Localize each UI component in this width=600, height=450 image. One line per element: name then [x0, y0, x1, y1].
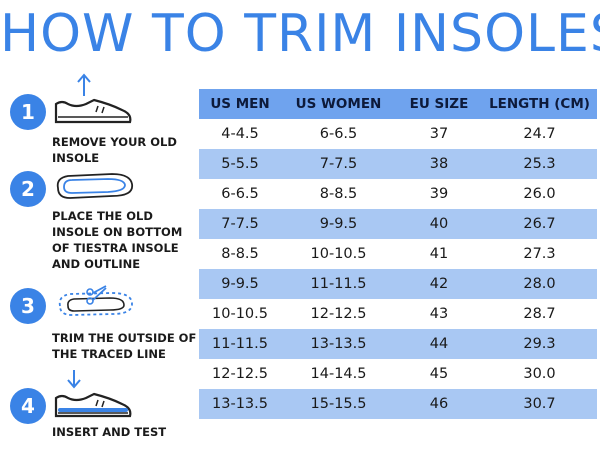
cell-length: 25.3: [482, 149, 597, 179]
table-row: 13-13.5 15-15.5 46 30.7: [199, 389, 597, 419]
header-eu-size: EU SIZE: [396, 89, 482, 119]
table-row: 11-11.5 13-13.5 44 29.3: [199, 329, 597, 359]
step-number: 1: [10, 94, 46, 130]
cell-us-women: 11-11.5: [281, 269, 396, 299]
cell-length: 26.7: [482, 209, 597, 239]
cell-us-men: 11-11.5: [199, 329, 281, 359]
table-row: 8-8.5 10-10.5 41 27.3: [199, 239, 597, 269]
cell-us-men: 10-10.5: [199, 299, 281, 329]
cell-us-men: 8-8.5: [199, 239, 281, 269]
step-3: 3 TRIM THE OUTSIDE OF THE TRACED LINE: [8, 284, 198, 364]
step-text: REMOVE YOUR OLD INSOLE: [52, 135, 177, 165]
shoe-insert-insole-icon: [54, 370, 132, 418]
cell-us-men: 5-5.5: [199, 149, 281, 179]
table-row: 4-4.5 6-6.5 37 24.7: [199, 119, 597, 149]
cell-eu-size: 44: [396, 329, 482, 359]
cell-us-men: 4-4.5: [199, 119, 281, 149]
cell-length: 27.3: [482, 239, 597, 269]
insole-outline-icon: [56, 173, 134, 199]
cell-us-men: 6-6.5: [199, 179, 281, 209]
step-text: PLACE THE OLD INSOLE ON BOTTOM OF TIESTR…: [52, 209, 183, 271]
cell-us-women: 7-7.5: [281, 149, 396, 179]
size-chart-table: US MEN US WOMEN EU SIZE LENGTH (CM) 4-4.…: [199, 89, 597, 419]
cell-length: 28.0: [482, 269, 597, 299]
step-number: 2: [10, 171, 46, 207]
step-number: 4: [10, 388, 46, 424]
cell-us-men: 9-9.5: [199, 269, 281, 299]
cell-eu-size: 41: [396, 239, 482, 269]
cell-us-women: 9-9.5: [281, 209, 396, 239]
cell-us-women: 13-13.5: [281, 329, 396, 359]
cell-us-women: 6-6.5: [281, 119, 396, 149]
scissors-trim-icon: [58, 285, 133, 316]
table-header-row: US MEN US WOMEN EU SIZE LENGTH (CM): [199, 89, 597, 119]
step-text: TRIM THE OUTSIDE OF THE TRACED LINE: [52, 331, 197, 361]
shoe-remove-insole-icon: [54, 73, 132, 124]
cell-length: 24.7: [482, 119, 597, 149]
cell-us-men: 13-13.5: [199, 389, 281, 419]
header-length-cm: LENGTH (CM): [482, 89, 597, 119]
cell-eu-size: 43: [396, 299, 482, 329]
step-text: INSERT AND TEST: [52, 425, 167, 439]
cell-us-women: 12-12.5: [281, 299, 396, 329]
cell-eu-size: 37: [396, 119, 482, 149]
cell-us-women: 10-10.5: [281, 239, 396, 269]
cell-us-men: 7-7.5: [199, 209, 281, 239]
table-row: 6-6.5 8-8.5 39 26.0: [199, 179, 597, 209]
cell-eu-size: 45: [396, 359, 482, 389]
cell-us-women: 15-15.5: [281, 389, 396, 419]
cell-us-men: 12-12.5: [199, 359, 281, 389]
step-2: 2 PLACE THE OLD INSOLE ON BOTTOM OF TIES…: [8, 168, 198, 273]
header-us-men: US MEN: [199, 89, 281, 119]
cell-eu-size: 40: [396, 209, 482, 239]
table-row: 7-7.5 9-9.5 40 26.7: [199, 209, 597, 239]
cell-length: 30.0: [482, 359, 597, 389]
table-row: 5-5.5 7-7.5 38 25.3: [199, 149, 597, 179]
cell-length: 29.3: [482, 329, 597, 359]
cell-us-women: 14-14.5: [281, 359, 396, 389]
table-row: 9-9.5 11-11.5 42 28.0: [199, 269, 597, 299]
step-1: 1 REMOVE YOUR OLD INSOLE: [8, 70, 198, 165]
step-number: 3: [10, 288, 46, 324]
cell-length: 28.7: [482, 299, 597, 329]
cell-length: 30.7: [482, 389, 597, 419]
cell-eu-size: 39: [396, 179, 482, 209]
cell-eu-size: 46: [396, 389, 482, 419]
cell-eu-size: 42: [396, 269, 482, 299]
step-4: 4 INSERT AND TEST: [8, 366, 198, 446]
table-row: 10-10.5 12-12.5 43 28.7: [199, 299, 597, 329]
cell-us-women: 8-8.5: [281, 179, 396, 209]
table-row: 12-12.5 14-14.5 45 30.0: [199, 359, 597, 389]
header-us-women: US WOMEN: [281, 89, 396, 119]
cell-length: 26.0: [482, 179, 597, 209]
cell-eu-size: 38: [396, 149, 482, 179]
page-title: HOW TO TRIM INSOLES: [0, 4, 600, 64]
